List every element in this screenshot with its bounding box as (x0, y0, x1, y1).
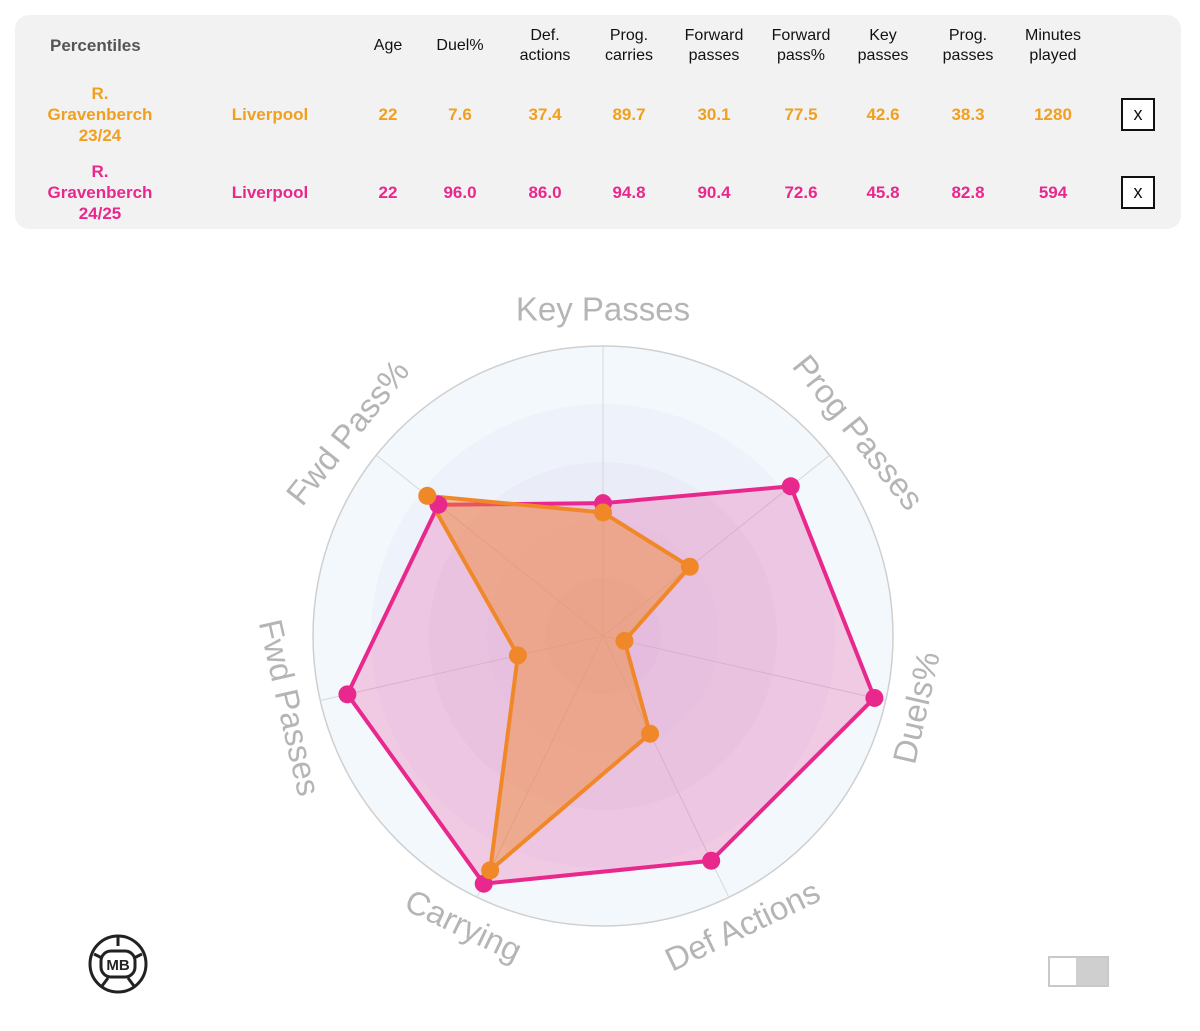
stat-value: 22 (378, 182, 398, 202)
stat-value: 22 (378, 104, 398, 124)
axis-spoke (602, 635, 886, 702)
data-point (680, 557, 699, 576)
data-point (781, 477, 800, 496)
column-header: Prog. passes (942, 27, 994, 64)
player-name: R. Gravenberch 23/24 (47, 83, 153, 145)
stat-value: 37.4 (528, 104, 562, 124)
stat-value: 77.5 (784, 104, 818, 124)
stat-value: 38.3 (951, 104, 985, 124)
column-header: Age (373, 37, 403, 54)
data-point (865, 688, 884, 707)
column-header: Duel% (436, 37, 484, 54)
percentiles-table (15, 15, 1181, 229)
column-header: Forward passes (684, 27, 744, 64)
soccer-ball-icon: MB (88, 934, 148, 994)
column-header: Def. actions (519, 27, 571, 64)
column-header: Prog. carries (604, 27, 653, 64)
team-name: Liverpool (231, 104, 309, 124)
stat-value: 82.8 (951, 182, 985, 202)
stat-value: 94.8 (612, 182, 646, 202)
data-point (641, 724, 660, 743)
data-point (508, 646, 527, 665)
logo-text: MB (106, 957, 129, 974)
data-point (481, 861, 500, 880)
stat-value: 72.6 (784, 182, 818, 202)
data-point (418, 486, 437, 505)
axis-spoke (375, 454, 604, 637)
data-point (474, 874, 493, 893)
axis-label: Duels% (885, 648, 946, 767)
stat-value: 45.8 (866, 182, 900, 202)
view-toggle[interactable] (1048, 956, 1109, 987)
column-header: Forward pass% (771, 27, 831, 64)
table-title: Percentiles (50, 36, 141, 55)
data-point (702, 851, 721, 870)
toggle-knob (1050, 958, 1078, 985)
data-point (594, 503, 612, 522)
close-icon[interactable]: x (1121, 176, 1155, 209)
axis-spoke (476, 635, 604, 898)
axis-spoke (320, 635, 604, 702)
series-area (425, 493, 692, 873)
stat-value: 89.7 (612, 104, 646, 124)
stat-value: 30.1 (697, 104, 731, 124)
stat-value: 96.0 (443, 182, 477, 202)
stat-value: 7.6 (448, 104, 472, 124)
toggle-fill (1076, 958, 1107, 985)
team-name: Liverpool (231, 182, 309, 202)
axis-label: Key Passes (516, 291, 690, 328)
close-icon[interactable]: x (1121, 98, 1155, 131)
data-point (615, 631, 634, 650)
stat-value: 1280 (1034, 104, 1072, 124)
player-name: R. Gravenberch 24/25 (47, 161, 153, 223)
stat-value: 86.0 (528, 182, 562, 202)
data-point (338, 685, 357, 704)
stat-value: 42.6 (866, 104, 900, 124)
stat-value: 594 (1038, 182, 1068, 202)
stat-value: 90.4 (697, 182, 731, 202)
column-header: Key passes (857, 27, 909, 64)
column-header: Minutes played (1024, 27, 1082, 64)
